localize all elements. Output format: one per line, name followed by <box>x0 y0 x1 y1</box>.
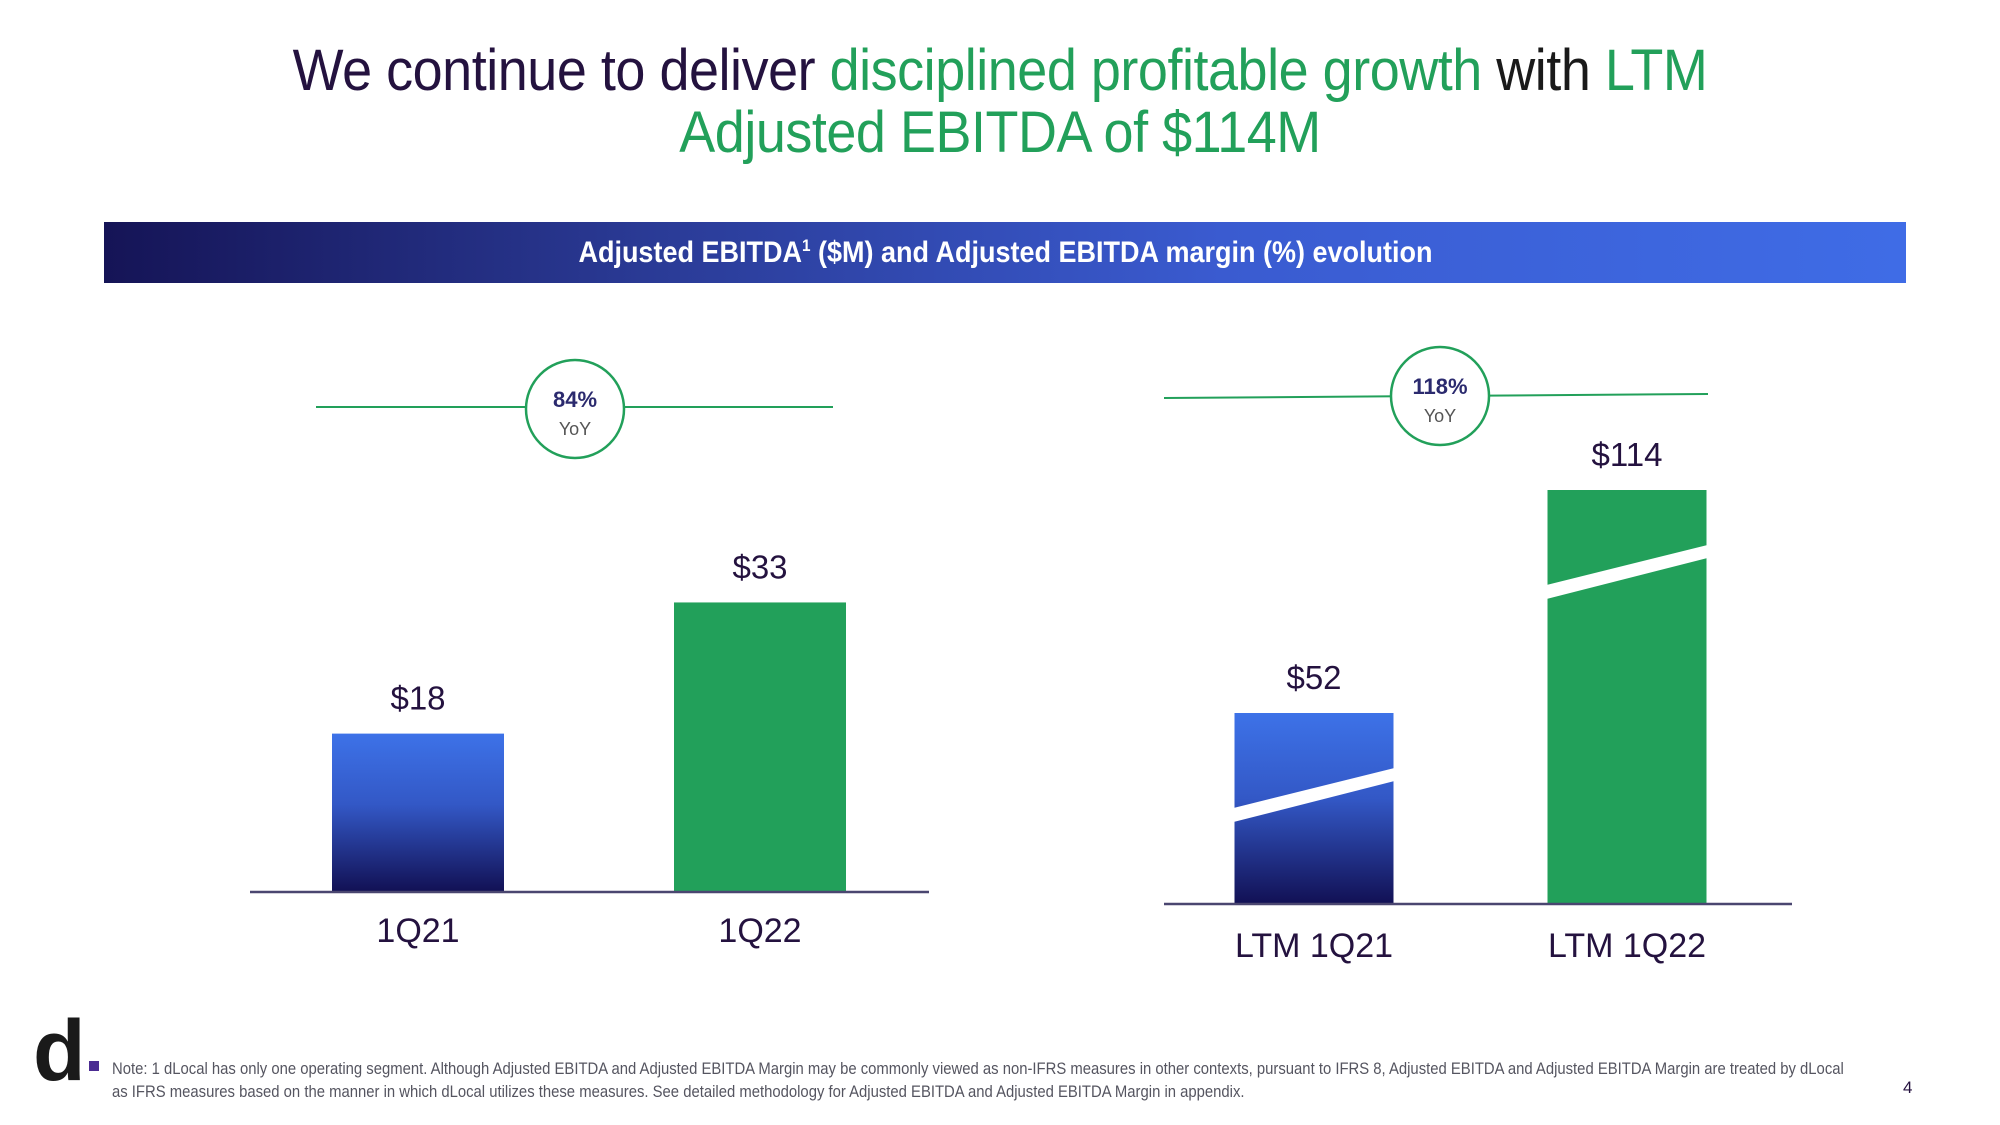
bar-value-label: $18 <box>390 680 445 717</box>
axis-break-stripe <box>1233 768 1395 822</box>
banner-title-prefix: Adjusted EBITDA <box>577 235 802 269</box>
title-segment-highlight: LTM <box>1604 38 1708 103</box>
growth-badge-circle <box>524 358 626 460</box>
bullet-square-icon <box>89 1061 99 1071</box>
category-label: 1Q21 <box>376 912 459 950</box>
category-label: LTM 1Q21 <box>1235 927 1393 965</box>
axis-break-stripe <box>1546 544 1708 599</box>
title-segment-highlight: disciplined profitable growth <box>829 38 1483 103</box>
footnote-marker: 1 <box>801 235 811 255</box>
growth-badge-label: YoY <box>559 419 591 439</box>
bar-value-label: $114 <box>1592 436 1663 473</box>
dlocal-logo: d <box>33 1003 86 1099</box>
title-line-1: We continue to deliver disciplined profi… <box>70 40 1930 102</box>
banner-title: Adjusted EBITDA1 ($M) and Adjusted EBITD… <box>578 236 1432 270</box>
growth-badge-value: 118% <box>1412 374 1467 399</box>
banner-title-suffix: ($M) and Adjusted EBITDA margin (%) evol… <box>810 235 1433 269</box>
bar-value-label: $33 <box>732 548 787 585</box>
chart-1: 84% YoY $18 1Q21 $33 1Q22 <box>250 358 929 950</box>
title-line-2: Adjusted EBITDA of $114M <box>679 100 1321 165</box>
growth-badge-value: 84% <box>553 387 597 412</box>
category-label: 1Q22 <box>718 912 801 950</box>
bar-1q21 <box>332 733 504 891</box>
page-number: 4 <box>1903 1078 1913 1097</box>
growth-badge-label: YoY <box>1424 406 1456 426</box>
bar-value-label: $52 <box>1286 659 1341 696</box>
bar-1q22 <box>674 602 846 891</box>
title-segment: We continue to deliver <box>292 38 830 103</box>
chart-2: 118% YoY $52 LTM 1Q21 $114 LTM 1Q22 <box>1163 345 1792 965</box>
slide-title: We continue to deliver disciplined profi… <box>70 40 1930 164</box>
section-banner: Adjusted EBITDA1 ($M) and Adjusted EBITD… <box>104 222 1906 283</box>
title-segment: with <box>1481 38 1605 103</box>
footnote: Note: 1 dLocal has only one operating se… <box>112 1060 1844 1101</box>
category-label: LTM 1Q22 <box>1548 927 1706 965</box>
growth-badge-circle <box>1389 345 1491 447</box>
